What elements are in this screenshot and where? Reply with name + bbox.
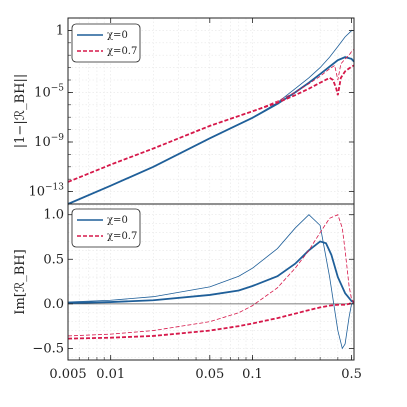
bottom-y-tick-label: 1.0 (43, 208, 64, 223)
bottom-series-line-2 (67, 214, 355, 337)
bottom-legend: χ=0 χ=0.7 (71, 208, 141, 248)
top-legend-box (71, 23, 141, 63)
top-series-line-3 (67, 64, 355, 183)
bottom-x-tick-label: 0.005 (49, 367, 86, 382)
bottom-series-line-3 (67, 301, 355, 340)
bottom-legend-label-chi07: χ=0.7 (107, 231, 137, 242)
top-y-axis-label: |1−|ℛ_BH|| (13, 74, 28, 148)
bottom-x-tick-label: 0.01 (96, 367, 125, 382)
top-series (67, 30, 355, 205)
top-legend: χ=0 χ=0.7 (71, 23, 141, 63)
bottom-x-tick-label: 0.05 (195, 367, 224, 382)
bottom-x-ticks: 0.005 0.01 0.05 0.1 0.5 (49, 18, 362, 382)
bottom-plot-frame (67, 203, 355, 361)
bottom-y-axis-label: Im[ℛ_BH] (13, 249, 28, 314)
bottom-series (67, 214, 355, 350)
top-y-tick-label: 1 (56, 23, 64, 38)
bottom-legend-label-chi0: χ=0 (107, 215, 128, 226)
bottom-x-tick-label: 0.1 (242, 367, 263, 382)
bottom-y-tick-label: 0.0 (43, 297, 64, 312)
top-series-line-1 (67, 56, 355, 205)
bottom-y-tick-label: −0.5 (32, 341, 64, 356)
top-y-tick-label: 10−13 (28, 183, 64, 200)
top-legend-label-chi07: χ=0.7 (107, 46, 137, 57)
bottom-x-tick-label: 0.5 (341, 367, 362, 382)
bottom-series-line-1 (67, 240, 355, 304)
top-legend-label-chi0: χ=0 (107, 30, 128, 41)
top-y-tick-label: 10−5 (34, 83, 64, 100)
bottom-y-tick-label: 0.5 (43, 252, 64, 267)
top-panel: 1 10−5 10−9 10−13 |1−|ℛ_BH|| χ=0 χ=0.7 (13, 17, 355, 205)
bottom-series-line-0 (67, 214, 355, 350)
bottom-y-ticks: −0.5 0.0 0.5 1.0 (32, 208, 354, 356)
bottom-panel: −0.5 0.0 0.5 1.0 0.005 0.01 0.05 0.1 0.5 Im[ℛ_B… (13, 18, 362, 382)
top-y-tick-label: 10−9 (34, 133, 64, 150)
bottom-legend-box (71, 208, 141, 248)
